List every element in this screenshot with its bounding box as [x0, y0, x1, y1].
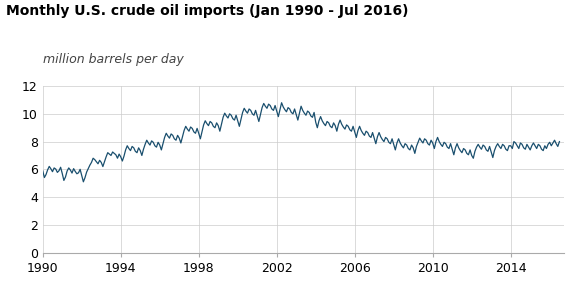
Text: million barrels per day: million barrels per day — [43, 53, 184, 66]
Text: Monthly U.S. crude oil imports (Jan 1990 - Jul 2016): Monthly U.S. crude oil imports (Jan 1990… — [6, 4, 408, 18]
